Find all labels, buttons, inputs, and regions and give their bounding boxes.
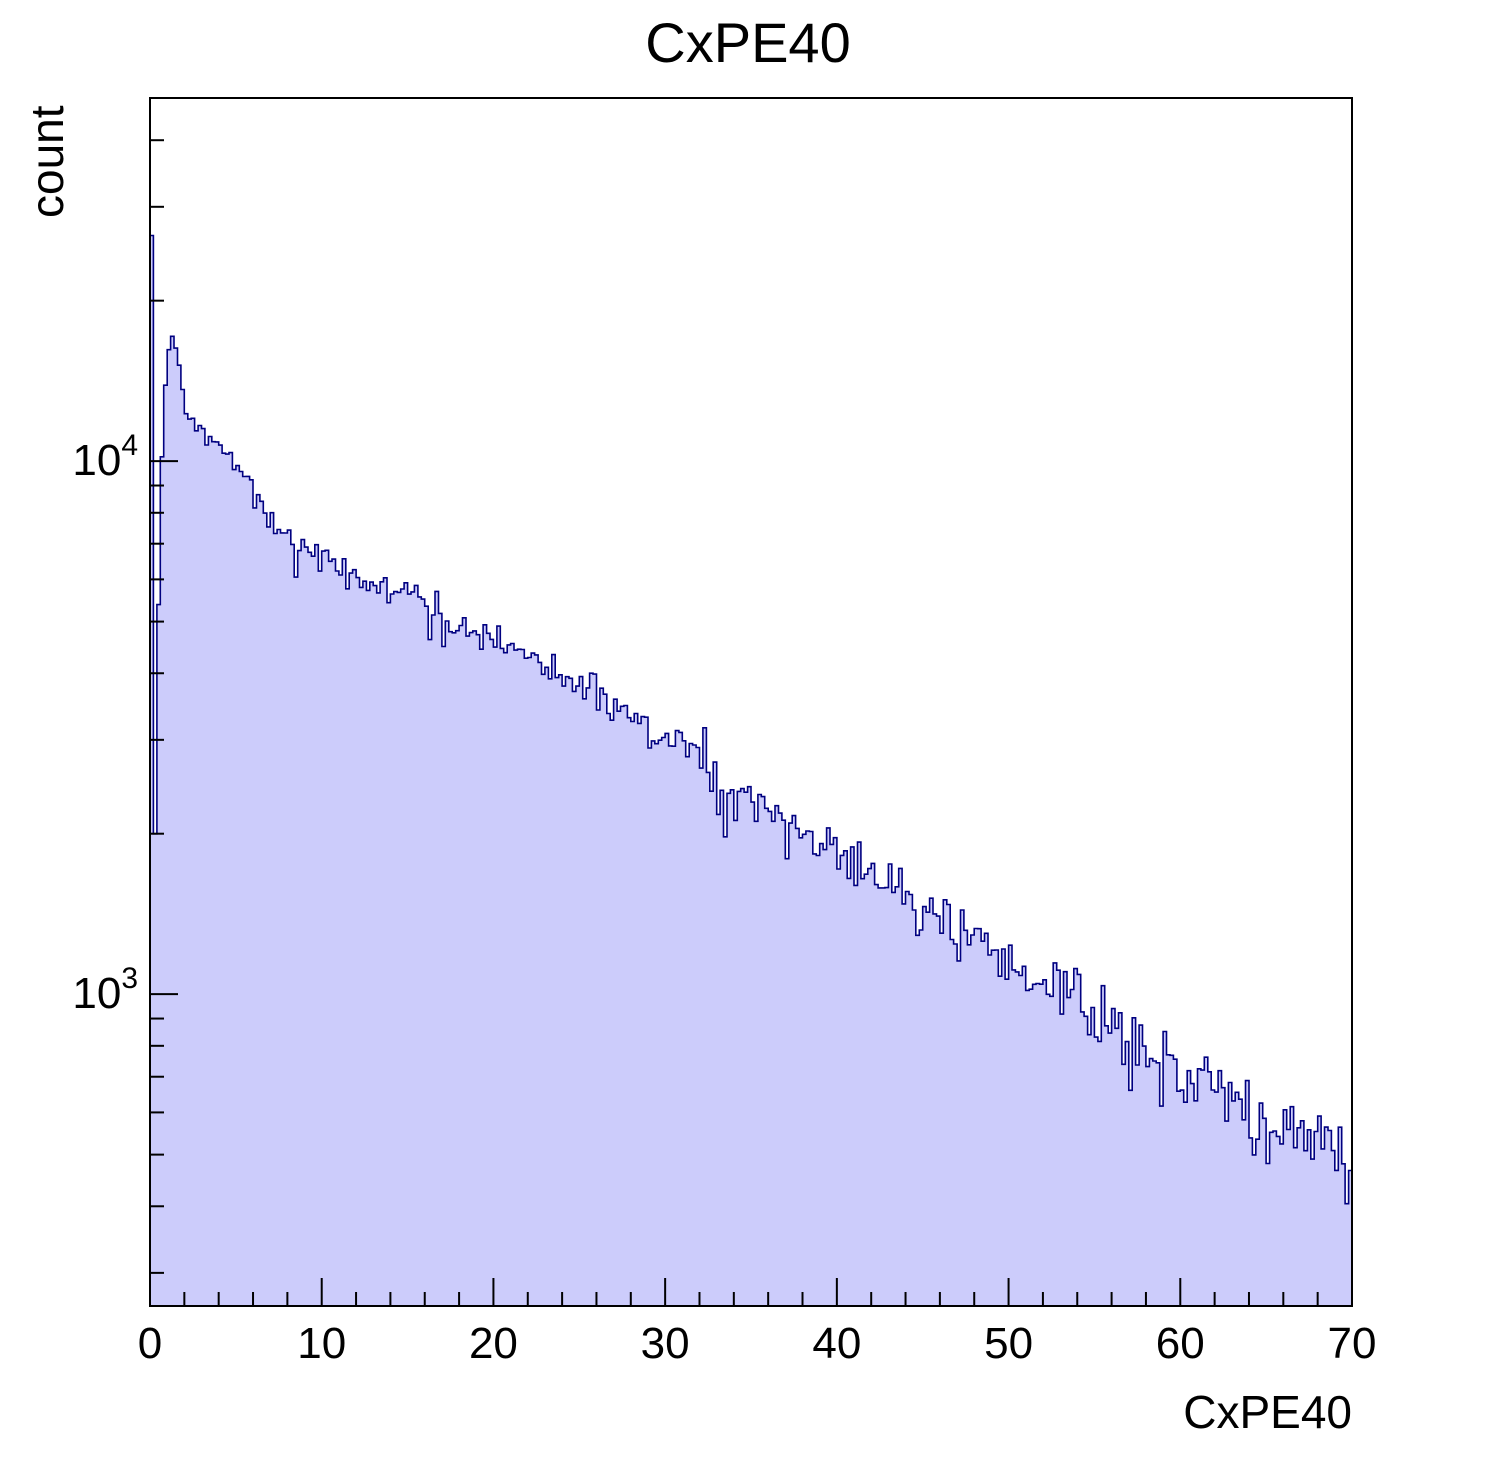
histogram-series (149, 234, 1353, 1307)
chart-title: CxPE40 (645, 11, 851, 74)
x-tick-label: 40 (812, 1319, 861, 1368)
x-tick-label: 50 (984, 1319, 1033, 1368)
x-tick-label: 20 (469, 1319, 518, 1368)
y-tick-label: 103 (72, 962, 138, 1018)
x-tick-label: 30 (641, 1319, 690, 1368)
x-tick-label: 60 (1156, 1319, 1205, 1368)
y-tick-label: 104 (72, 429, 138, 485)
x-tick-label: 10 (297, 1319, 346, 1368)
x-axis-label: CxPE40 (1183, 1386, 1352, 1438)
plot-frame (149, 97, 1353, 1307)
x-tick-label: 70 (1328, 1319, 1377, 1368)
x-tick-label: 0 (138, 1319, 162, 1368)
